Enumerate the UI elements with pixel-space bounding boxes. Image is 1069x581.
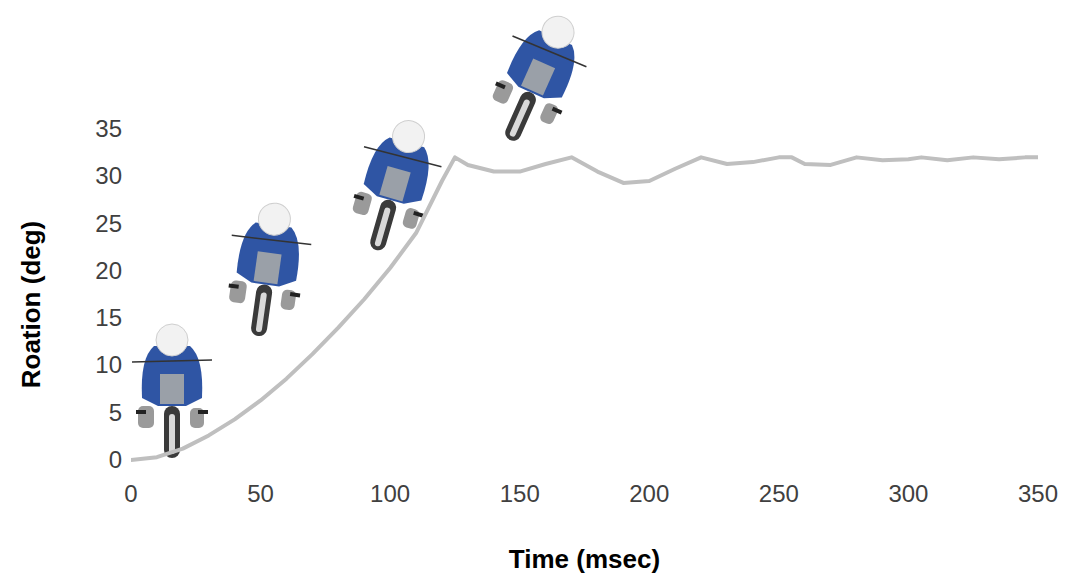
rider-icon [473, 1, 601, 156]
x-tick [390, 460, 391, 464]
x-tick [260, 460, 261, 464]
y-tick [127, 176, 131, 177]
x-tick-label: 300 [888, 480, 928, 507]
data-line [131, 157, 1038, 460]
y-tick [127, 412, 131, 413]
y-tick-label: 35 [95, 115, 122, 142]
x-tick [778, 460, 779, 464]
x-tick [908, 460, 909, 464]
y-tick [127, 318, 131, 319]
x-tick [649, 460, 650, 464]
y-tick [127, 129, 131, 130]
x-tick-label: 150 [500, 480, 540, 507]
chart: 05101520253035050100150200250300350Time … [0, 0, 1069, 581]
plot-area [131, 157, 1038, 460]
y-tick-label: 0 [109, 446, 122, 473]
y-tick-label: 15 [95, 304, 122, 331]
x-tick [1038, 460, 1039, 464]
rider-icon [338, 110, 452, 261]
y-tick-label: 25 [95, 210, 122, 237]
y-tick [127, 365, 131, 366]
x-tick [519, 460, 520, 464]
y-tick [127, 223, 131, 224]
y-axis-title: Roation (deg) [16, 221, 46, 389]
x-axis-title: Time (msec) [509, 544, 660, 574]
y-tick-label: 30 [95, 162, 122, 189]
x-tick-label: 0 [124, 480, 137, 507]
y-tick [127, 270, 131, 271]
y-tick-label: 20 [95, 257, 122, 284]
y-tick-label: 10 [95, 351, 122, 378]
x-tick-label: 250 [759, 480, 799, 507]
rider-icon [218, 198, 316, 342]
x-tick-label: 50 [247, 480, 274, 507]
x-tick-label: 350 [1018, 480, 1058, 507]
x-tick-label: 100 [370, 480, 410, 507]
y-tick-label: 5 [109, 399, 122, 426]
x-tick-label: 200 [629, 480, 669, 507]
y-tick [127, 460, 131, 461]
